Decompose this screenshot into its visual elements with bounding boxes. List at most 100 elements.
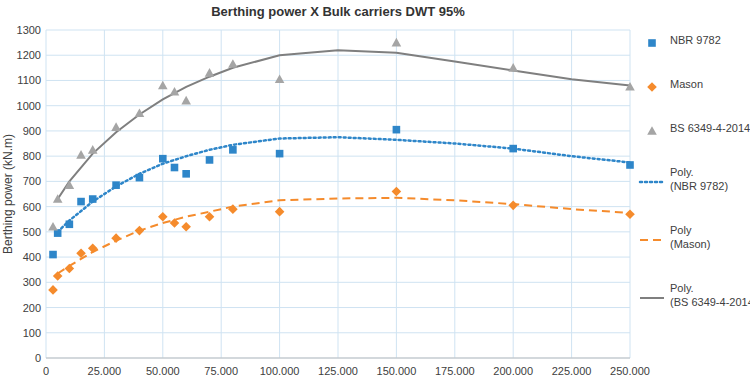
- legend-label: Poly. (NBR 9782): [670, 166, 728, 192]
- y-tick-label: 1200: [17, 49, 41, 61]
- point: [625, 82, 635, 91]
- legend-label-line: (NBR 9782): [670, 180, 728, 192]
- legend-label: Mason: [670, 78, 703, 90]
- point: [135, 226, 145, 236]
- legend-swatch: [640, 297, 664, 299]
- y-grid-line: [46, 358, 630, 359]
- point: [508, 201, 518, 211]
- point: [88, 243, 98, 253]
- y-tick-label: 1000: [17, 100, 41, 112]
- x-grid-line: [221, 30, 222, 358]
- point: [276, 150, 284, 158]
- x-axis-line: [46, 358, 630, 359]
- legend-label-line: Poly.: [670, 282, 694, 294]
- y-tick-label: 500: [23, 226, 41, 238]
- y-tick-label: 100: [23, 327, 41, 339]
- point: [206, 156, 214, 164]
- point: [88, 145, 98, 154]
- x-tick-label: 100.000: [260, 365, 300, 377]
- point: [53, 194, 63, 203]
- y-tick-label: 300: [23, 276, 41, 288]
- point: [228, 204, 238, 214]
- point: [228, 59, 238, 68]
- point: [111, 233, 121, 243]
- point: [111, 122, 121, 131]
- point: [170, 87, 180, 96]
- plot-area: [48, 38, 635, 295]
- legend-label-line: Mason: [670, 78, 703, 90]
- legend-swatch: [648, 39, 656, 47]
- point: [509, 145, 517, 153]
- x-grid-line: [454, 30, 455, 358]
- x-tick-label: 25.000: [88, 365, 122, 377]
- legend-swatch: [640, 181, 664, 184]
- legend-label-line: NBR 9782: [670, 34, 721, 46]
- point: [112, 181, 120, 189]
- x-tick-label: 225.000: [552, 365, 592, 377]
- y-tick-label: 400: [23, 251, 41, 263]
- legend-swatch: [647, 126, 657, 135]
- x-tick-label: 150.000: [377, 365, 417, 377]
- point: [48, 222, 58, 231]
- x-tick-label: 175.000: [435, 365, 475, 377]
- point: [275, 207, 285, 217]
- point: [48, 285, 58, 295]
- point: [393, 126, 401, 134]
- point: [76, 248, 86, 258]
- point: [625, 209, 635, 219]
- y-tick-label: 600: [23, 201, 41, 213]
- x-tick-label: 250.000: [610, 365, 650, 377]
- legend-label: Poly(Mason): [670, 224, 710, 250]
- x-grid-line: [46, 30, 47, 358]
- point: [508, 63, 518, 72]
- point: [158, 81, 168, 90]
- point: [392, 187, 402, 197]
- trend-line: [58, 50, 630, 199]
- trend-line: [58, 137, 630, 232]
- legend: NBR 9782 Mason BS 6349-4-2014 Poly. (NBR 978…: [640, 34, 750, 308]
- legend-label-line: Poly.: [670, 166, 694, 178]
- point: [171, 164, 179, 172]
- y-tick-label: 1100: [17, 74, 41, 86]
- point: [205, 212, 215, 222]
- point: [229, 146, 237, 154]
- point: [53, 271, 63, 281]
- x-tick-label: 50.000: [146, 365, 180, 377]
- x-tick-label: 200.000: [493, 365, 533, 377]
- point: [181, 96, 191, 105]
- point: [76, 150, 86, 159]
- point: [77, 198, 85, 206]
- x-grid-line: [162, 30, 163, 358]
- y-tick-label: 200: [23, 302, 41, 314]
- x-grid-line: [630, 30, 631, 358]
- y-tick-label: 900: [23, 125, 41, 137]
- point: [170, 218, 180, 228]
- point: [135, 108, 145, 117]
- point: [392, 38, 402, 47]
- legend-label: BS 6349-4-2014: [670, 122, 750, 134]
- y-tick-label: 0: [35, 352, 41, 364]
- point: [205, 68, 215, 77]
- legend-label-line: (BS 6349-4-2014): [670, 296, 750, 308]
- point: [158, 212, 168, 222]
- x-grid-line: [513, 30, 514, 358]
- point: [49, 251, 57, 259]
- legend-label: NBR 9782: [670, 34, 721, 46]
- legend-label-line: BS 6349-4-2014: [670, 122, 750, 134]
- x-tick-label: 125.000: [318, 365, 358, 377]
- trend-line: [58, 198, 630, 274]
- point: [626, 161, 634, 169]
- point: [65, 180, 75, 189]
- point: [89, 195, 97, 203]
- point: [66, 220, 74, 228]
- legend-swatch: [640, 239, 664, 241]
- legend-label-line: Poly: [670, 224, 692, 236]
- title: Berthing power X Bulk carriers DWT 95%: [211, 4, 465, 19]
- point: [136, 174, 144, 182]
- y-tick-label: 800: [23, 150, 41, 162]
- y-axis-label: Berthing power (kN.m): [1, 134, 15, 254]
- point: [275, 74, 285, 83]
- x-grid-line: [338, 30, 339, 358]
- point: [159, 155, 167, 163]
- y-tick-label: 700: [23, 175, 41, 187]
